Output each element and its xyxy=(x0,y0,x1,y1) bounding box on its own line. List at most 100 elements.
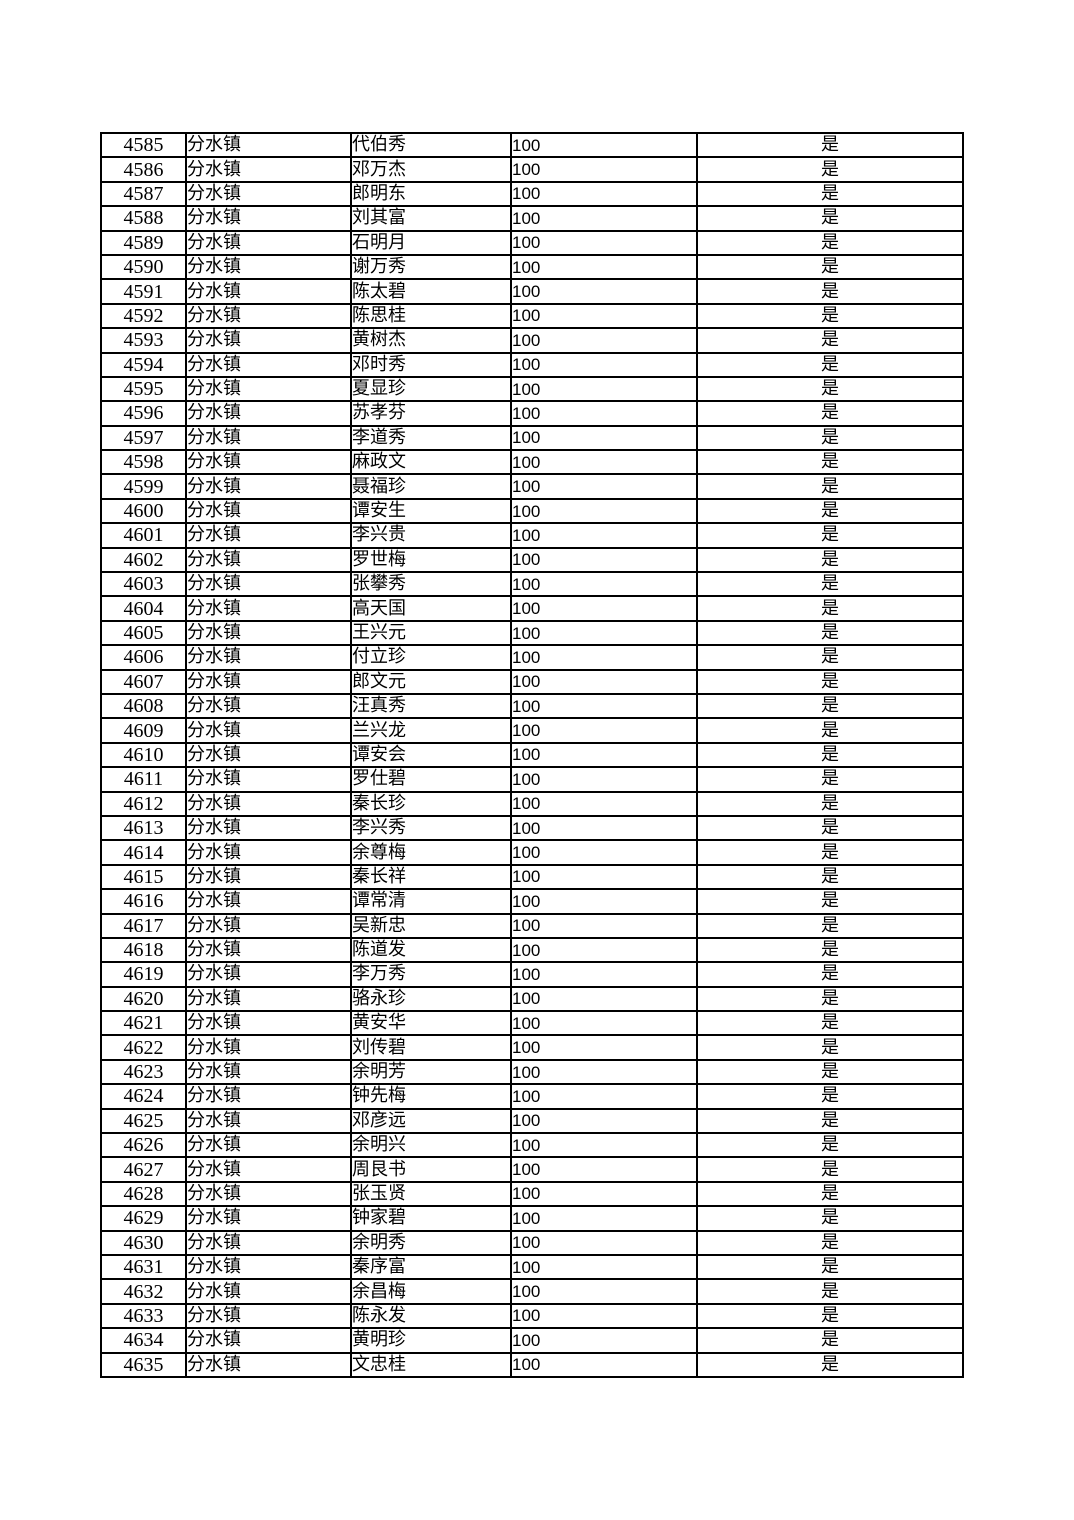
person-name-cell: 兰兴龙 xyxy=(350,717,512,744)
table-row: 4617 分水镇 吴新忠 100 是 xyxy=(100,912,964,939)
person-name-cell: 骆永珍 xyxy=(350,985,512,1013)
score-cell: 100 xyxy=(510,546,698,574)
table-row: 4595 分水镇 夏显珍 100 是 xyxy=(100,375,964,403)
town-cell: 分水镇 xyxy=(185,449,352,476)
town-cell: 分水镇 xyxy=(185,912,352,939)
table-row: 4611 分水镇 罗仕碧 100 是 xyxy=(100,766,964,793)
person-name-cell: 余明秀 xyxy=(350,1229,512,1256)
serial-cell: 4594 xyxy=(100,351,187,378)
confirm-cell: 是 xyxy=(696,692,964,720)
person-name-cell: 陈思桂 xyxy=(350,302,512,330)
table-row: 4630 分水镇 余明秀 100 是 xyxy=(100,1229,964,1256)
table-row: 4601 分水镇 李兴贵 100 是 xyxy=(100,522,964,549)
score-cell: 100 xyxy=(510,1180,698,1208)
score-cell: 100 xyxy=(510,863,698,891)
serial-cell: 4585 xyxy=(100,131,187,159)
serial-cell: 4634 xyxy=(100,1327,187,1354)
person-name-cell: 吴新忠 xyxy=(350,912,512,939)
person-name-cell: 夏显珍 xyxy=(350,375,512,403)
table-row: 4588 分水镇 刘其富 100 是 xyxy=(100,205,964,232)
person-name-cell: 秦序富 xyxy=(350,1253,512,1281)
table-row: 4587 分水镇 郎明东 100 是 xyxy=(100,180,964,208)
table-row: 4606 分水镇 付立珍 100 是 xyxy=(100,644,964,671)
town-cell: 分水镇 xyxy=(185,522,352,549)
table-row: 4610 分水镇 谭安会 100 是 xyxy=(100,741,964,769)
confirm-cell: 是 xyxy=(696,1351,964,1378)
score-cell: 100 xyxy=(510,595,698,622)
table-row: 4631 分水镇 秦序富 100 是 xyxy=(100,1253,964,1281)
person-name-cell: 钟家碧 xyxy=(350,1205,512,1232)
score-cell: 100 xyxy=(510,253,698,281)
confirm-cell: 是 xyxy=(696,741,964,769)
confirm-cell: 是 xyxy=(696,668,964,696)
confirm-cell: 是 xyxy=(696,644,964,671)
person-name-cell: 聂福珍 xyxy=(350,473,512,500)
confirm-cell: 是 xyxy=(696,424,964,452)
table-row: 4618 分水镇 陈道发 100 是 xyxy=(100,936,964,964)
table-row: 4623 分水镇 余明芳 100 是 xyxy=(100,1058,964,1086)
confirm-cell: 是 xyxy=(696,205,964,232)
person-name-cell: 李兴贵 xyxy=(350,522,512,549)
confirm-cell: 是 xyxy=(696,327,964,354)
score-cell: 100 xyxy=(510,717,698,744)
serial-cell: 4605 xyxy=(100,619,187,647)
town-cell: 分水镇 xyxy=(185,131,352,159)
serial-cell: 4606 xyxy=(100,644,187,671)
confirm-cell: 是 xyxy=(696,1278,964,1305)
confirm-cell: 是 xyxy=(696,546,964,574)
person-name-cell: 刘其富 xyxy=(350,205,512,232)
table-row: 4608 分水镇 汪真秀 100 是 xyxy=(100,692,964,720)
score-cell: 100 xyxy=(510,936,698,964)
serial-cell: 4597 xyxy=(100,424,187,452)
score-cell: 100 xyxy=(510,1083,698,1110)
confirm-cell: 是 xyxy=(696,375,964,403)
serial-cell: 4592 xyxy=(100,302,187,330)
town-cell: 分水镇 xyxy=(185,327,352,354)
serial-cell: 4603 xyxy=(100,571,187,598)
person-name-cell: 罗世梅 xyxy=(350,546,512,574)
town-cell: 分水镇 xyxy=(185,229,352,256)
serial-cell: 4613 xyxy=(100,814,187,842)
score-cell: 100 xyxy=(510,278,698,305)
table-row: 4597 分水镇 李道秀 100 是 xyxy=(100,424,964,452)
table-row: 4598 分水镇 麻政文 100 是 xyxy=(100,449,964,476)
table-row: 4626 分水镇 余明兴 100 是 xyxy=(100,1131,964,1159)
serial-cell: 4620 xyxy=(100,985,187,1013)
person-name-cell: 余昌梅 xyxy=(350,1278,512,1305)
serial-cell: 4611 xyxy=(100,766,187,793)
serial-cell: 4589 xyxy=(100,229,187,256)
town-cell: 分水镇 xyxy=(185,741,352,769)
town-cell: 分水镇 xyxy=(185,302,352,330)
person-name-cell: 陈道发 xyxy=(350,936,512,964)
table-row: 4634 分水镇 黄明珍 100 是 xyxy=(100,1327,964,1354)
town-cell: 分水镇 xyxy=(185,790,352,817)
score-cell: 100 xyxy=(510,1058,698,1086)
town-cell: 分水镇 xyxy=(185,1180,352,1208)
town-cell: 分水镇 xyxy=(185,473,352,500)
person-name-cell: 余尊梅 xyxy=(350,839,512,866)
town-cell: 分水镇 xyxy=(185,888,352,915)
confirm-cell: 是 xyxy=(696,1107,964,1135)
person-name-cell: 张玉贤 xyxy=(350,1180,512,1208)
serial-cell: 4631 xyxy=(100,1253,187,1281)
score-cell: 100 xyxy=(510,1034,698,1061)
confirm-cell: 是 xyxy=(696,253,964,281)
confirm-cell: 是 xyxy=(696,1034,964,1061)
score-cell: 100 xyxy=(510,131,698,159)
person-name-cell: 邓彦远 xyxy=(350,1107,512,1135)
serial-cell: 4601 xyxy=(100,522,187,549)
table-row: 4594 分水镇 邓时秀 100 是 xyxy=(100,351,964,378)
town-cell: 分水镇 xyxy=(185,1010,352,1037)
score-cell: 100 xyxy=(510,1131,698,1159)
town-cell: 分水镇 xyxy=(185,692,352,720)
confirm-cell: 是 xyxy=(696,180,964,208)
confirm-cell: 是 xyxy=(696,863,964,891)
confirm-cell: 是 xyxy=(696,522,964,549)
confirm-cell: 是 xyxy=(696,961,964,988)
score-cell: 100 xyxy=(510,888,698,915)
table-row: 4609 分水镇 兰兴龙 100 是 xyxy=(100,717,964,744)
score-cell: 100 xyxy=(510,1327,698,1354)
town-cell: 分水镇 xyxy=(185,1131,352,1159)
person-name-cell: 周艮书 xyxy=(350,1156,512,1183)
person-name-cell: 邓万杰 xyxy=(350,156,512,183)
